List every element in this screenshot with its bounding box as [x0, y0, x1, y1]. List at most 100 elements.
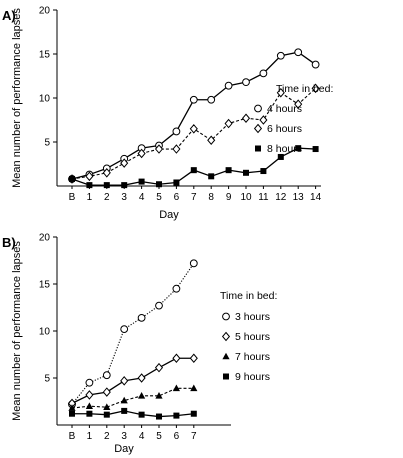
x-tick-label: 2: [104, 192, 110, 203]
data-point: [259, 115, 268, 125]
data-point: [295, 145, 302, 152]
x-tick-label: 1: [87, 431, 93, 442]
data-point: [207, 135, 216, 146]
data-point: [276, 51, 285, 60]
panel-label: A): [2, 8, 16, 23]
legend-marker: [253, 123, 263, 134]
legend-marker: [221, 331, 231, 342]
x-tick-label: B: [69, 431, 76, 442]
data-point: [294, 48, 303, 57]
y-tick-label: 5: [44, 138, 50, 149]
data-point: [85, 378, 94, 387]
data-point: [311, 60, 320, 69]
data-point: [121, 182, 128, 189]
legend-marker: [254, 104, 262, 113]
x-tick-label: 10: [240, 192, 252, 203]
legend-label: 7 hours: [235, 351, 270, 363]
data-point: [103, 182, 110, 189]
x-tick-label: 6: [174, 431, 180, 442]
data-point: [102, 387, 111, 397]
y-tick-label: 15: [39, 50, 51, 61]
legend-marker: [222, 352, 230, 360]
data-point: [311, 83, 320, 94]
data-point: [85, 171, 94, 182]
data-point: [172, 127, 181, 136]
data-point: [86, 182, 93, 189]
x-tick-label: 5: [156, 431, 162, 442]
data-point: [69, 410, 75, 417]
x-tick-label: 5: [156, 192, 162, 203]
x-tick-label: 11: [258, 192, 269, 203]
data-point: [259, 69, 268, 78]
data-point: [120, 376, 129, 386]
x-tick-label: 7: [191, 431, 197, 442]
data-point: [189, 95, 198, 104]
series-5-hours: [67, 353, 198, 409]
y-tick-label: 10: [39, 327, 51, 338]
y-axis-title: Mean number of performance lapses: [11, 241, 23, 421]
y-tick-label: 5: [44, 374, 50, 385]
x-tick-label: 9: [226, 192, 232, 203]
data-point: [172, 384, 180, 392]
data-point: [138, 392, 146, 399]
x-tick-label: 4: [139, 192, 145, 203]
x-tick-label: 2: [104, 431, 110, 442]
y-tick-label: 20: [39, 233, 51, 244]
data-point: [155, 392, 163, 399]
series-line: [71, 387, 194, 409]
legend-title: Time in bed:: [276, 83, 333, 95]
series-4-hours: [68, 48, 320, 183]
data-point: [121, 407, 128, 414]
data-point: [156, 181, 162, 188]
data-point: [277, 153, 284, 160]
panel-label: B): [2, 235, 16, 250]
data-point: [189, 124, 198, 134]
legend-marker: [255, 145, 261, 152]
data-point: [173, 179, 180, 186]
legend-marker: [222, 312, 230, 321]
data-point: [137, 313, 146, 322]
legend-marker: [223, 373, 229, 380]
data-point: [190, 410, 197, 417]
legend-label: 3 hours: [235, 311, 270, 323]
x-tick-label: 8: [208, 192, 214, 203]
legend-label: 8 hours: [267, 143, 302, 155]
x-axis-title: Day: [159, 209, 179, 221]
x-tick-label: 7: [191, 192, 197, 203]
data-point: [242, 78, 250, 87]
x-tick-label: 12: [275, 192, 287, 203]
data-point: [156, 413, 162, 420]
x-tick-label: 3: [121, 192, 127, 203]
data-point: [190, 167, 197, 174]
data-point: [102, 168, 111, 178]
data-point: [172, 284, 181, 293]
legend-title: Time in bed:: [220, 290, 277, 302]
legend: Time in bed: 4 hours 6 hours 8 hours: [253, 83, 333, 155]
data-point: [154, 144, 164, 154]
data-point: [102, 371, 111, 380]
data-point: [137, 373, 146, 383]
data-point: [276, 87, 285, 98]
data-point: [120, 158, 129, 168]
data-point: [138, 411, 145, 418]
data-point: [120, 325, 129, 334]
data-point: [154, 362, 164, 373]
data-point: [189, 353, 198, 364]
data-point: [173, 412, 180, 419]
data-point: [294, 99, 303, 109]
data-point: [103, 403, 111, 410]
y-tick-label: 10: [39, 94, 51, 105]
data-point: [137, 148, 146, 159]
legend-label: 5 hours: [235, 331, 270, 343]
legend-label: 4 hours: [267, 103, 302, 115]
legend-label: 6 hours: [267, 123, 302, 135]
x-tick-label: 14: [310, 192, 322, 203]
data-point: [207, 95, 216, 104]
data-point: [312, 146, 319, 153]
data-point: [260, 168, 267, 175]
data-point: [172, 144, 181, 154]
data-point: [85, 390, 94, 400]
x-tick-label: 1: [87, 192, 93, 203]
data-point: [224, 118, 233, 129]
